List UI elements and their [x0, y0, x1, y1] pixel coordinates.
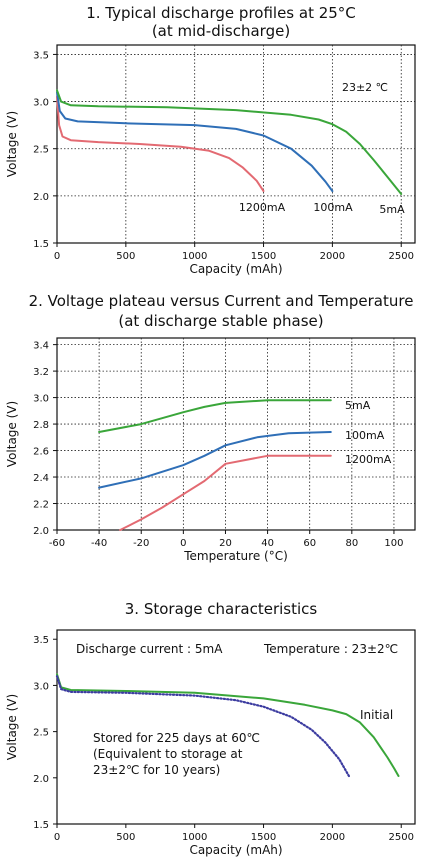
y-tick-label: 3.4	[33, 341, 49, 352]
x-tick-label: 1000	[182, 251, 207, 262]
x-tick-label: 60	[303, 538, 316, 549]
x-tick-label: 1500	[251, 251, 276, 262]
y-axis-label: Voltage (V)	[5, 694, 19, 760]
series-label-1: 1200mA	[239, 201, 286, 214]
x-tick-label: 80	[345, 538, 358, 549]
stored-note-line: Stored for 225 days at 60℃	[93, 731, 260, 745]
series-label-2: 100mA	[313, 201, 353, 214]
x-tick-label: 2000	[320, 251, 345, 262]
y-tick-label: 3.0	[33, 98, 49, 109]
series-line-1	[56, 95, 265, 193]
y-tick-label: 3.0	[33, 681, 49, 692]
y-axis-label: Voltage (V)	[5, 111, 19, 177]
plot-frame	[56, 337, 416, 531]
x-tick-label: 0	[54, 251, 60, 262]
y-tick-label: 3.0	[33, 394, 49, 405]
x-tick-label: 2000	[320, 832, 345, 843]
chart3-svg: 0 500 1000 1500 2000 2500 1.5 2.0 2.5 3.0 3.5 Capac…	[5, 629, 416, 857]
series-line-2	[56, 91, 334, 193]
y-tick-label: 2.4	[33, 473, 49, 484]
series-line-2	[98, 431, 332, 489]
x-tick-label: 1500	[251, 832, 276, 843]
y-tick-label: 3.5	[33, 635, 49, 646]
y-tick-label: 2.5	[33, 728, 49, 739]
x-tick-label: -40	[91, 538, 107, 549]
chart2-svg: -60 -40 -20 0 20 40 60 80 100 2.0 2.2 2.4 2.6 2.8 3.0 3…	[5, 337, 416, 563]
series-line-3	[56, 89, 403, 195]
chart2-subtitle: (at discharge stable phase)	[118, 312, 324, 330]
series-line-3	[119, 454, 332, 531]
y-axis-label: Voltage (V)	[5, 401, 19, 467]
y-tick-label: 3.2	[33, 367, 49, 378]
x-tick-label: 40	[261, 538, 274, 549]
y-tick-label: 2.0	[33, 526, 49, 537]
series-line-1	[56, 673, 400, 777]
y-tick-label: 2.0	[33, 774, 49, 785]
plot-frame	[56, 44, 416, 244]
y-tick-label: 2.0	[33, 192, 49, 203]
x-tick-label: 2500	[389, 832, 414, 843]
y-tick-label: 2.2	[33, 500, 49, 511]
x-tick-label: 500	[116, 832, 135, 843]
plot-frame	[56, 629, 416, 825]
stored-note-line: (Equivalent to storage at	[93, 747, 243, 761]
y-tick-label: 3.5	[33, 50, 49, 61]
chart1-svg: 0 500 1000 1500 2000 2500 1.5 2.0 2.5 3.0 3.5 Capac…	[5, 44, 416, 276]
stored-note-line: 23±2℃ for 10 years)	[93, 763, 220, 777]
y-tick-label: 1.5	[33, 239, 49, 250]
discharge-current-note: Discharge current : 5mA	[76, 642, 223, 656]
x-tick-label: 100	[384, 538, 403, 549]
y-tick-label: 2.6	[33, 447, 49, 458]
temperature-note: Temperature : 23±2℃	[263, 642, 398, 656]
x-tick-label: 1000	[182, 832, 207, 843]
chart1-title: 1. Typical discharge profiles at 25°C	[86, 4, 356, 22]
series-line-2	[55, 675, 350, 778]
chart2-title: 2. Voltage plateau versus Current and Te…	[28, 292, 414, 310]
x-tick-label: -60	[49, 538, 65, 549]
x-axis-label: Temperature (°C)	[183, 549, 288, 563]
y-tick-label: 2.8	[33, 420, 49, 431]
x-tick-label: 0	[180, 538, 186, 549]
series-label-2: 100mA	[345, 429, 385, 442]
x-tick-label: 2500	[389, 251, 414, 262]
x-axis-label: Capacity (mAh)	[189, 262, 282, 276]
x-tick-label: 500	[116, 251, 135, 262]
y-tick-label: 1.5	[33, 820, 49, 831]
series-label-initial: Initial	[360, 708, 393, 722]
x-axis-label: Capacity (mAh)	[189, 843, 282, 857]
series-line-1	[98, 399, 332, 433]
x-tick-label: -20	[133, 538, 149, 549]
x-tick-label: 0	[54, 832, 60, 843]
series-label-3: 5mA	[379, 203, 405, 216]
y-tick-label: 2.5	[33, 145, 49, 156]
series-label-3: 1200mA	[345, 453, 392, 466]
series-label-1: 5mA	[345, 399, 371, 412]
x-tick-label: 20	[219, 538, 232, 549]
chart3-title: 3. Storage characteristics	[124, 600, 318, 618]
chart1-subtitle: (at mid-discharge)	[151, 22, 291, 40]
temperature-annotation: 23±2 ℃	[342, 81, 388, 94]
